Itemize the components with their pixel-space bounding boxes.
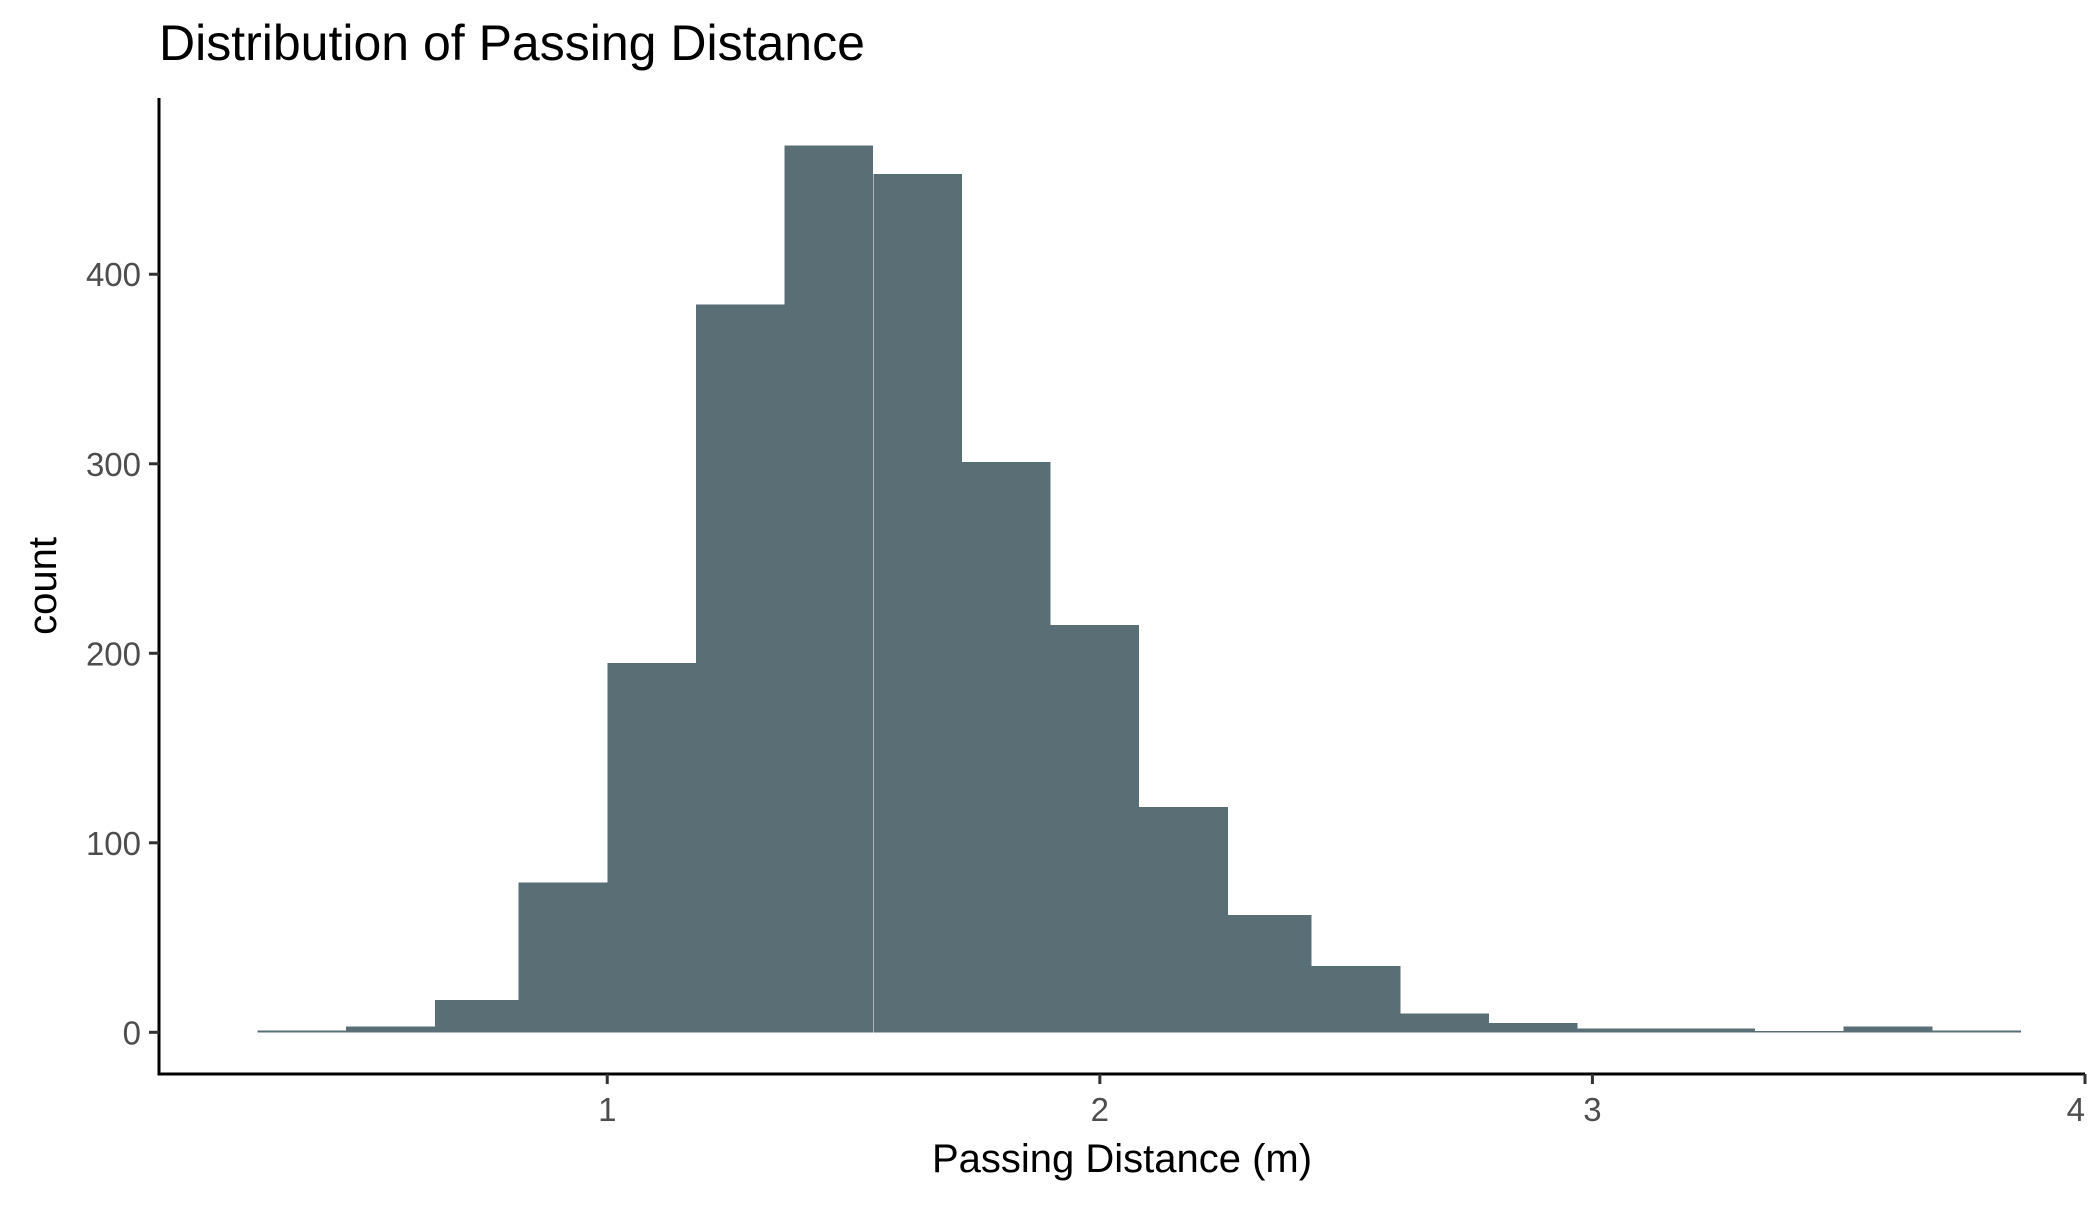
histogram-bar bbox=[434, 1000, 519, 1033]
histogram-bar bbox=[873, 173, 962, 1033]
histogram-bar bbox=[1932, 1030, 2021, 1033]
histogram-bar bbox=[784, 145, 874, 1033]
y-tick-label: 200 bbox=[86, 635, 141, 672]
histogram-bar bbox=[1754, 1030, 1844, 1033]
histogram-bar bbox=[1311, 965, 1401, 1033]
histogram-bar bbox=[1666, 1028, 1755, 1033]
histogram-bar bbox=[1577, 1028, 1667, 1033]
histogram-bar bbox=[607, 662, 696, 1033]
histogram-bar bbox=[1400, 1013, 1489, 1033]
x-tick-label: 2 bbox=[1091, 1091, 1109, 1128]
x-tick-label: 4 bbox=[2067, 1091, 2085, 1128]
histogram-bar bbox=[346, 1026, 435, 1033]
histogram-bar bbox=[1050, 624, 1140, 1033]
histogram-bar bbox=[695, 304, 785, 1033]
y-axis-title: count bbox=[21, 537, 65, 635]
x-axis-title: Passing Distance (m) bbox=[932, 1137, 1312, 1181]
histogram-bar bbox=[1843, 1026, 1933, 1033]
histogram-bar bbox=[1139, 806, 1228, 1033]
y-tick-label: 100 bbox=[86, 825, 141, 862]
chart-title: Distribution of Passing Distance bbox=[159, 15, 865, 71]
histogram-bar bbox=[1227, 914, 1312, 1033]
histogram-bar bbox=[961, 461, 1051, 1033]
y-axis-ticks: 0 100 200 300 400 bbox=[86, 256, 159, 1051]
histogram-bar bbox=[1488, 1022, 1578, 1033]
histogram-bar bbox=[518, 882, 608, 1033]
histogram-bar bbox=[257, 1030, 347, 1033]
bars-group bbox=[257, 145, 2021, 1033]
y-tick-label: 0 bbox=[123, 1014, 141, 1051]
x-tick-label: 1 bbox=[598, 1091, 616, 1128]
x-tick-label: 3 bbox=[1583, 1091, 1601, 1128]
x-axis-ticks: 1 2 3 4 bbox=[598, 1074, 2087, 1128]
y-tick-label: 300 bbox=[86, 446, 141, 483]
y-tick-label: 400 bbox=[86, 256, 141, 293]
